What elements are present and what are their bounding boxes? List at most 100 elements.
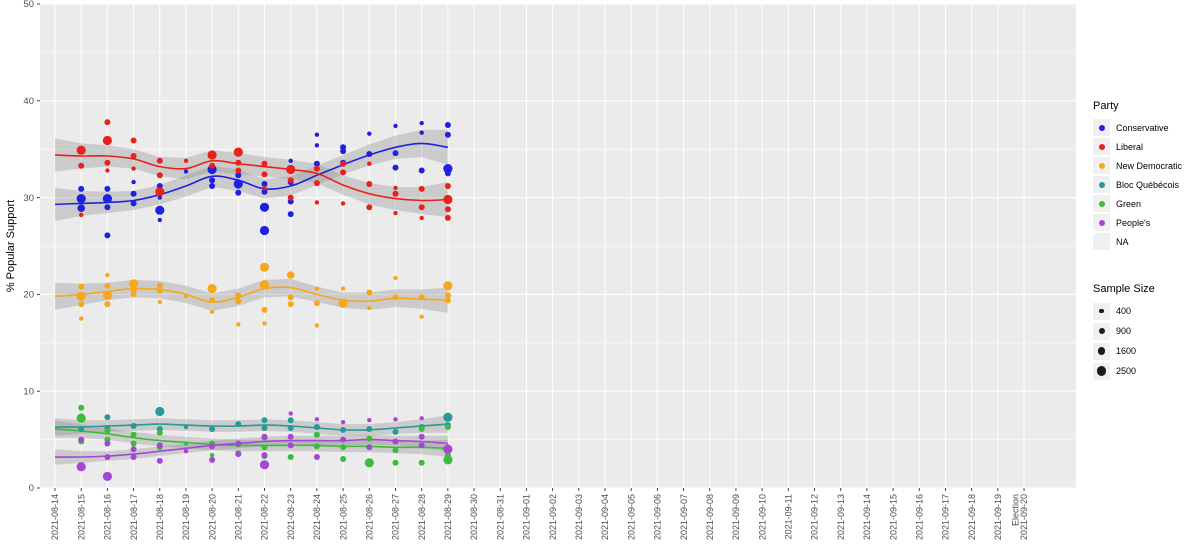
data-point — [104, 185, 111, 192]
x-tick-label: 2021-09-09 — [731, 494, 741, 540]
data-point — [130, 286, 137, 293]
x-tick-label-group: 2021-09-15 — [888, 494, 898, 540]
data-point — [340, 201, 346, 206]
data-point — [157, 195, 162, 200]
data-point — [104, 454, 111, 460]
x-tick-label-group: 2021-09-16 — [914, 494, 924, 540]
sample-size-dot-icon — [1098, 328, 1105, 334]
x-tick-label: 2021-09-04 — [600, 494, 610, 540]
sample-size-legend-key — [1093, 322, 1110, 340]
party-legend-item: NA — [1093, 232, 1182, 251]
data-point — [104, 159, 111, 166]
data-point — [443, 412, 453, 422]
x-tick-label-group: 2021-08-26 — [364, 494, 374, 540]
data-point — [76, 145, 86, 155]
sample-size-legend-label: 900 — [1116, 326, 1132, 336]
data-point — [366, 426, 373, 432]
x-tick-label: 2021-08-30 — [469, 494, 479, 540]
data-point — [418, 294, 425, 301]
data-point — [261, 306, 268, 313]
data-point — [287, 294, 294, 301]
data-point — [340, 456, 347, 462]
data-point — [419, 416, 424, 421]
data-point — [393, 417, 398, 422]
data-point — [261, 444, 268, 451]
data-point — [209, 452, 215, 458]
x-tick-label: 2021-09-20 — [1019, 494, 1029, 540]
y-tick-label: 0 — [29, 483, 34, 494]
x-tick-label-group: 2021-09-06 — [653, 494, 663, 540]
data-point — [156, 282, 163, 289]
sample-size-legend-key — [1093, 302, 1110, 320]
data-point — [235, 172, 242, 179]
sample-size-dot-icon — [1097, 347, 1106, 355]
data-point — [78, 162, 85, 169]
data-point — [287, 417, 294, 424]
data-point — [444, 424, 451, 430]
party-color-dot-icon — [1098, 143, 1105, 150]
data-point — [155, 187, 165, 197]
x-tick-label-group: 2021-08-30 — [469, 494, 479, 540]
data-point — [444, 131, 451, 138]
data-point — [76, 291, 86, 301]
data-point — [259, 262, 270, 272]
data-point — [76, 194, 86, 204]
x-tick-label: 2021-08-22 — [260, 494, 270, 540]
data-point — [366, 181, 373, 187]
x-tick-label: 2021-09-01 — [522, 494, 532, 540]
x-tick-label-group: 2021-08-24 — [312, 494, 322, 540]
data-point — [262, 321, 267, 326]
y-axis-title: % Popular Support — [5, 200, 17, 292]
data-point — [419, 130, 424, 135]
data-point — [209, 456, 216, 463]
trend-line — [54, 438, 448, 458]
x-tick-label: 2021-08-23 — [286, 494, 296, 540]
data-point — [418, 459, 425, 466]
data-point — [364, 458, 374, 468]
data-point — [444, 292, 451, 299]
data-point — [261, 417, 268, 424]
data-point — [392, 190, 399, 197]
x-tick-label: 2021-08-16 — [103, 494, 113, 540]
data-point — [157, 299, 162, 305]
data-point — [156, 172, 163, 179]
data-point — [366, 204, 373, 211]
data-point — [419, 314, 424, 319]
data-point — [340, 420, 346, 425]
data-point — [313, 443, 320, 450]
data-point — [209, 309, 215, 314]
x-tick-label: 2021-08-14 — [50, 494, 60, 540]
x-tick-label-group: 2021-08-17 — [129, 494, 139, 540]
data-point — [235, 167, 242, 174]
data-point — [314, 200, 320, 205]
data-point — [104, 232, 111, 239]
data-point — [261, 425, 268, 431]
x-tick-label-group: 2021-08-23 — [286, 494, 296, 540]
sample-size-legend-item: 2500 — [1093, 361, 1155, 381]
data-point — [392, 164, 399, 171]
party-legend-item: People's — [1093, 213, 1182, 232]
data-point — [314, 417, 320, 422]
sample-size-legend-label: 1600 — [1116, 346, 1137, 356]
x-tick-label: 2021-09-10 — [757, 494, 767, 540]
data-point — [340, 436, 347, 443]
data-point — [443, 444, 453, 454]
data-point — [78, 283, 85, 290]
data-point — [156, 157, 163, 164]
data-point — [157, 217, 162, 223]
data-point — [155, 406, 165, 417]
x-tick-label-group: 2021-09-10 — [757, 494, 767, 540]
x-tick-label-group: 2021-09-17 — [941, 494, 951, 540]
sample-size-legend-label: 2500 — [1116, 366, 1137, 376]
data-point — [104, 427, 111, 434]
party-legend-title: Party — [1093, 100, 1119, 112]
data-point — [367, 305, 372, 311]
data-point — [130, 423, 137, 429]
confidence-band — [55, 138, 448, 217]
data-point — [235, 292, 242, 299]
data-point — [233, 147, 243, 157]
party-legend-label: Green — [1116, 198, 1142, 209]
x-tick-label: 2021-08-17 — [129, 494, 139, 540]
data-point — [235, 298, 242, 305]
data-point — [393, 123, 398, 129]
